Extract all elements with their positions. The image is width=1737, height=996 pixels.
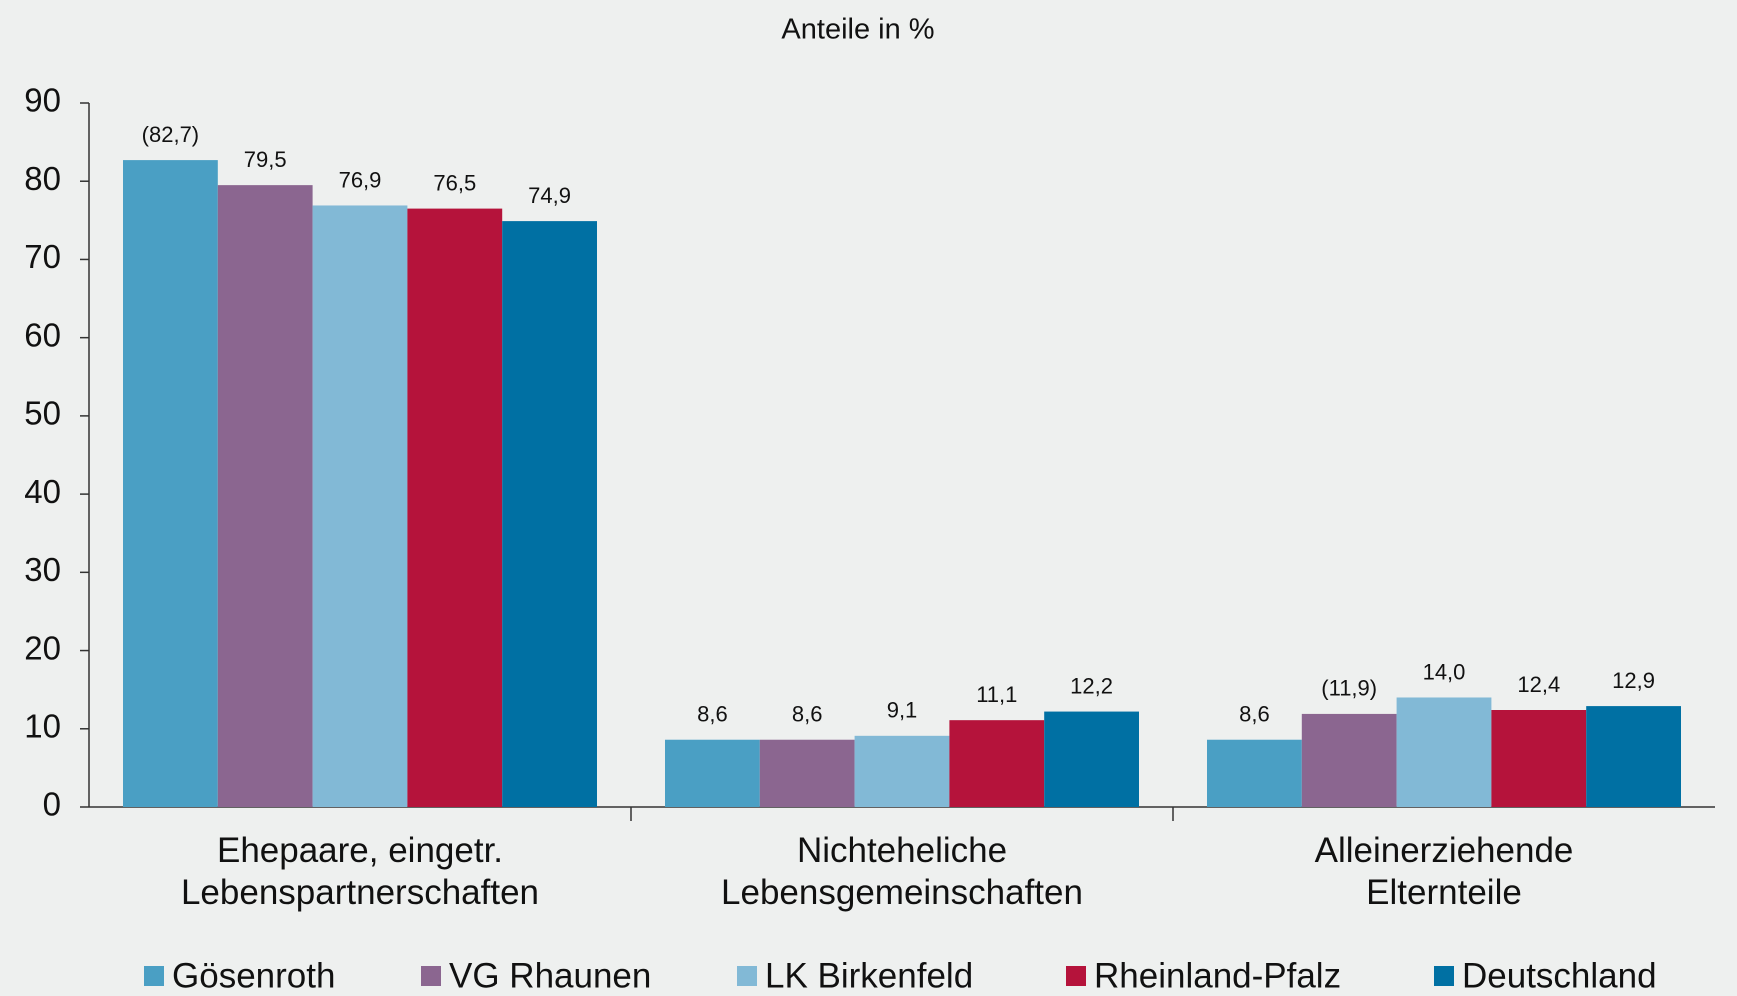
y-tick-label: 10 [24, 707, 61, 744]
data-label: 9,1 [887, 698, 918, 723]
y-tick-label: 70 [24, 238, 61, 275]
data-label: 12,2 [1070, 673, 1113, 698]
x-tick-label: Nichteheliche Lebensgemeinschaften [721, 831, 1083, 912]
bar [312, 205, 408, 807]
data-label: 76,9 [339, 167, 382, 192]
y-tick-label: 40 [24, 473, 61, 510]
legend-swatch [1434, 966, 1454, 986]
bar [1491, 710, 1587, 807]
legend-label: VG Rhaunen [449, 956, 651, 995]
data-label: 14,0 [1423, 659, 1466, 684]
data-label: 79,5 [244, 147, 287, 172]
bar [502, 221, 597, 808]
bar [1586, 706, 1681, 807]
legend-label: Deutschland [1462, 956, 1657, 995]
legend-swatch [737, 966, 757, 986]
chart-title: Anteile in % [781, 14, 934, 46]
data-label: 8,6 [697, 702, 728, 727]
bar [217, 185, 313, 808]
y-tick-label: 0 [43, 786, 61, 823]
bar [123, 160, 218, 807]
legend-swatch [144, 966, 164, 986]
y-tick-label: 30 [24, 551, 61, 588]
legend-label: Gösenroth [172, 956, 335, 995]
bar [1396, 697, 1492, 807]
data-label: 11,1 [976, 682, 1017, 707]
y-tick-label: 20 [24, 629, 61, 666]
data-label: 12,9 [1612, 668, 1655, 693]
bar [665, 739, 760, 807]
bar [949, 720, 1045, 807]
y-tick-label: 90 [24, 82, 61, 119]
data-label: 76,5 [433, 170, 476, 195]
bar [759, 739, 855, 807]
data-label: 74,9 [528, 183, 571, 208]
data-label: (82,7) [142, 122, 199, 147]
x-tick-label: Ehepaare, eingetr. Lebenspartnerschaften [180, 831, 540, 912]
x-tick-label: Alleinerziehende Elternteile [1314, 831, 1574, 912]
data-label: 12,4 [1517, 672, 1560, 697]
bar [1301, 713, 1397, 807]
data-label: 8,6 [1239, 702, 1270, 727]
y-tick-label: 60 [24, 316, 61, 353]
bar [854, 735, 950, 807]
y-tick-label: 80 [24, 160, 61, 197]
data-label: (11,9) [1321, 676, 1377, 701]
legend-swatch [421, 966, 441, 986]
legend-label: LK Birkenfeld [765, 956, 973, 995]
legend-label: Rheinland-Pfalz [1094, 956, 1341, 995]
bar [1207, 739, 1302, 807]
data-label: 8,6 [792, 702, 823, 727]
bar [1044, 711, 1139, 807]
y-tick-label: 50 [24, 395, 61, 432]
bar [407, 208, 503, 808]
legend-swatch [1066, 966, 1086, 986]
